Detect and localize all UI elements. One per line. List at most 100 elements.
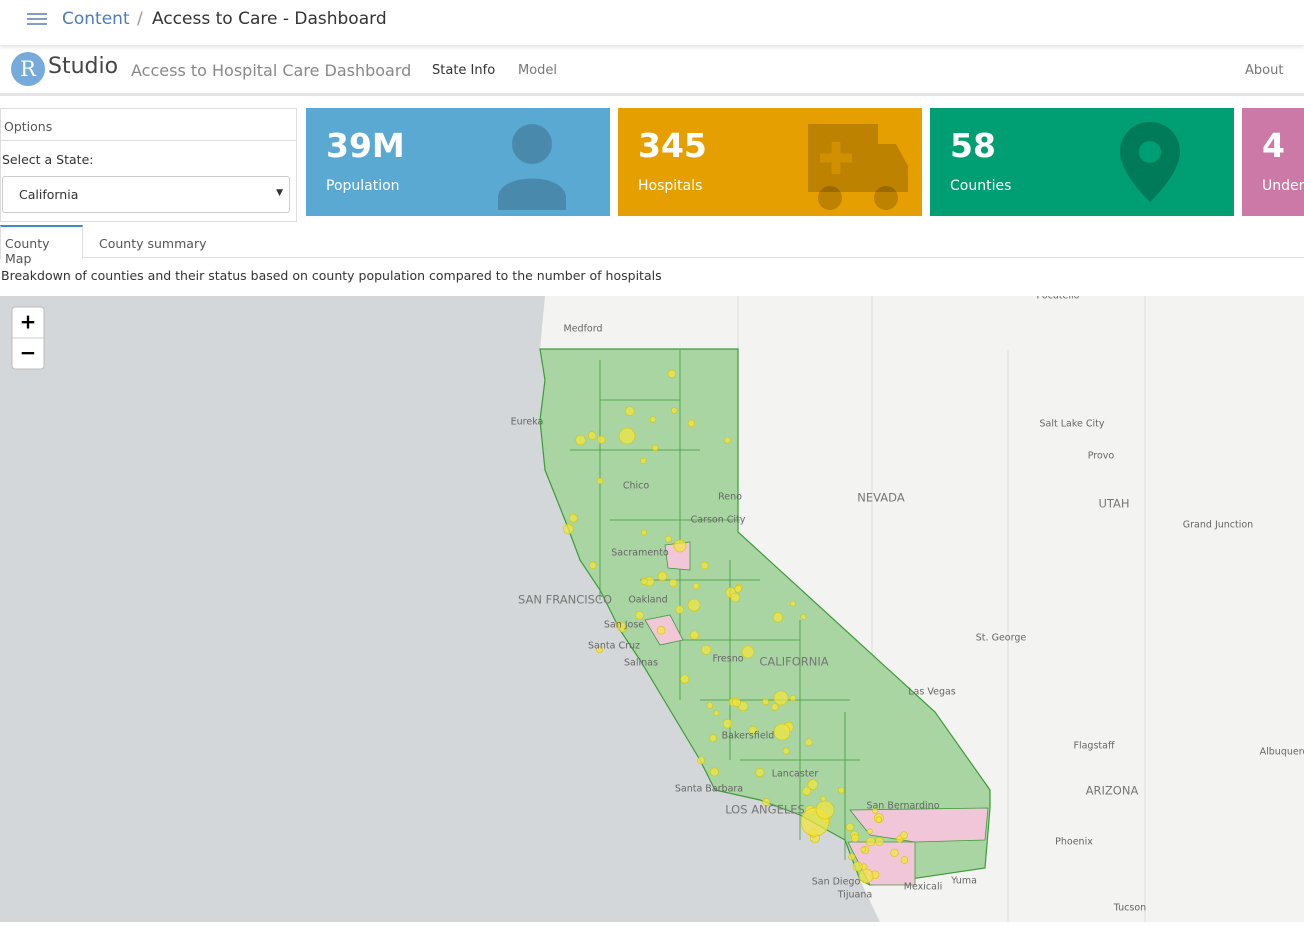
hospital-dot <box>734 585 742 593</box>
hospital-dot <box>802 786 812 796</box>
tab[interactable]: County summary <box>99 236 207 251</box>
value-box-value: 39M <box>326 126 405 165</box>
hospital-dot <box>597 435 606 444</box>
map-label: Salt Lake City <box>1040 419 1105 430</box>
menu-icon[interactable] <box>26 12 48 26</box>
map-label: Flagstaff <box>1074 741 1115 752</box>
hospital-dot <box>625 406 635 416</box>
map-label: Eureka <box>511 417 544 428</box>
value-box-label: Unders <box>1262 178 1304 194</box>
map-label: Carson City <box>691 515 746 526</box>
hospital-dot <box>852 861 863 872</box>
select-label: Select a State: <box>2 152 94 167</box>
hospital-dot <box>815 800 835 820</box>
breadcrumb-page: Access to Care - Dashboard <box>152 9 387 29</box>
hospital-dot <box>782 747 790 755</box>
value-box-label: Population <box>326 178 400 194</box>
map-label: UTAH <box>1098 497 1129 511</box>
zoom-out[interactable]: − <box>20 341 37 365</box>
hospital-dot <box>771 703 779 711</box>
map-label: San Bernardino <box>866 801 939 812</box>
hospital-dot <box>692 582 700 590</box>
tab-active[interactable]: County Map <box>0 225 83 266</box>
hospital-dot <box>635 610 644 620</box>
map[interactable]: + − Pocatello Medford Eureka Salt Lake City… <box>0 296 1304 922</box>
map-label: Lancaster <box>772 769 819 780</box>
map-label: Tucson <box>1113 903 1146 914</box>
hospital-dots <box>563 369 909 884</box>
hospital-dot <box>640 578 648 585</box>
hospital-dot <box>789 600 796 607</box>
nav-tab[interactable]: Model <box>518 63 558 78</box>
nav-about[interactable]: About <box>1245 63 1284 78</box>
options-header: Options <box>1 109 296 141</box>
hospital-dot <box>860 846 867 853</box>
map-label: LOS ANGELES <box>725 803 805 817</box>
hospital-dot <box>709 734 717 743</box>
value-box-value: 4 <box>1262 126 1285 165</box>
hospital-dot <box>762 798 771 807</box>
map-label: Medford <box>564 324 603 335</box>
map-label: SAN FRANCISCO <box>518 593 612 607</box>
hospital-dot <box>772 612 784 623</box>
breadcrumb-root[interactable]: Content <box>62 9 130 29</box>
breadcrumb-separator: / <box>137 9 143 29</box>
hospital-dot <box>900 856 909 864</box>
map-label: San Jose <box>604 620 644 631</box>
california <box>539 348 991 886</box>
map-label: Reno <box>718 492 742 503</box>
nav-tab[interactable]: State Info <box>432 63 496 78</box>
zoom-control: + − <box>11 306 45 370</box>
hospital-dot <box>697 756 705 765</box>
value-box-value: 58 <box>950 126 996 165</box>
hospital-dot <box>670 407 678 414</box>
map-label: Sacramento <box>611 548 669 559</box>
hospital-dot <box>569 513 578 523</box>
logo-text: Studio <box>48 54 119 79</box>
options-panel: Options Select a State: California ▼ <box>0 108 297 222</box>
hospital-dot <box>689 630 699 640</box>
zoom-in[interactable]: + <box>20 310 37 334</box>
hospital-dot <box>587 431 597 440</box>
hospital-dot <box>675 605 684 614</box>
value-box: 4 Unders <box>1242 108 1304 216</box>
value-box-icon <box>1120 122 1180 202</box>
hospital-dot <box>687 598 701 612</box>
map-label: Mexicali <box>904 882 942 893</box>
map-label: Phoenix <box>1055 837 1093 848</box>
navbar: R Studio Access to Hospital Care Dashboa… <box>0 46 1304 96</box>
hospital-dot <box>837 786 845 794</box>
map-label: St. George <box>976 633 1027 644</box>
state-select[interactable]: California ▼ <box>2 176 290 213</box>
hospital-dot <box>789 694 797 702</box>
map-label: Oakland <box>628 595 667 606</box>
hospital-dot <box>618 427 636 445</box>
breadcrumb-bar: Content / Access to Care - Dashboard <box>0 0 1304 45</box>
hospital-dot <box>596 477 604 485</box>
map-label: Santa Cruz <box>588 641 640 652</box>
hospital-dot <box>701 644 712 655</box>
hospital-dot <box>820 796 827 802</box>
map-label: San Diego <box>812 877 861 888</box>
map-label: Bakersfield <box>722 731 775 742</box>
underserved-counties <box>644 541 989 886</box>
hospital-dot <box>713 710 720 716</box>
hospital-dot <box>851 834 860 843</box>
map-label: ARIZONA <box>1086 784 1139 798</box>
map-label: Tijuana <box>837 890 872 901</box>
map-label: Yuma <box>950 876 977 887</box>
hospital-dot <box>667 369 676 378</box>
hospital-dot <box>596 646 603 654</box>
hospital-dot <box>664 535 672 543</box>
map-label: Provo <box>1088 451 1115 462</box>
select-arrow: ▼ <box>276 188 283 198</box>
map-label: NEVADA <box>857 491 905 505</box>
hospital-dot <box>741 645 755 659</box>
hospital-dot <box>773 723 791 741</box>
hospital-dot <box>575 434 586 446</box>
hospital-dot <box>673 539 687 553</box>
hospital-dot <box>706 702 714 709</box>
ocean <box>0 296 880 922</box>
hospital-dot <box>649 416 657 423</box>
hospital-dot <box>668 578 678 588</box>
